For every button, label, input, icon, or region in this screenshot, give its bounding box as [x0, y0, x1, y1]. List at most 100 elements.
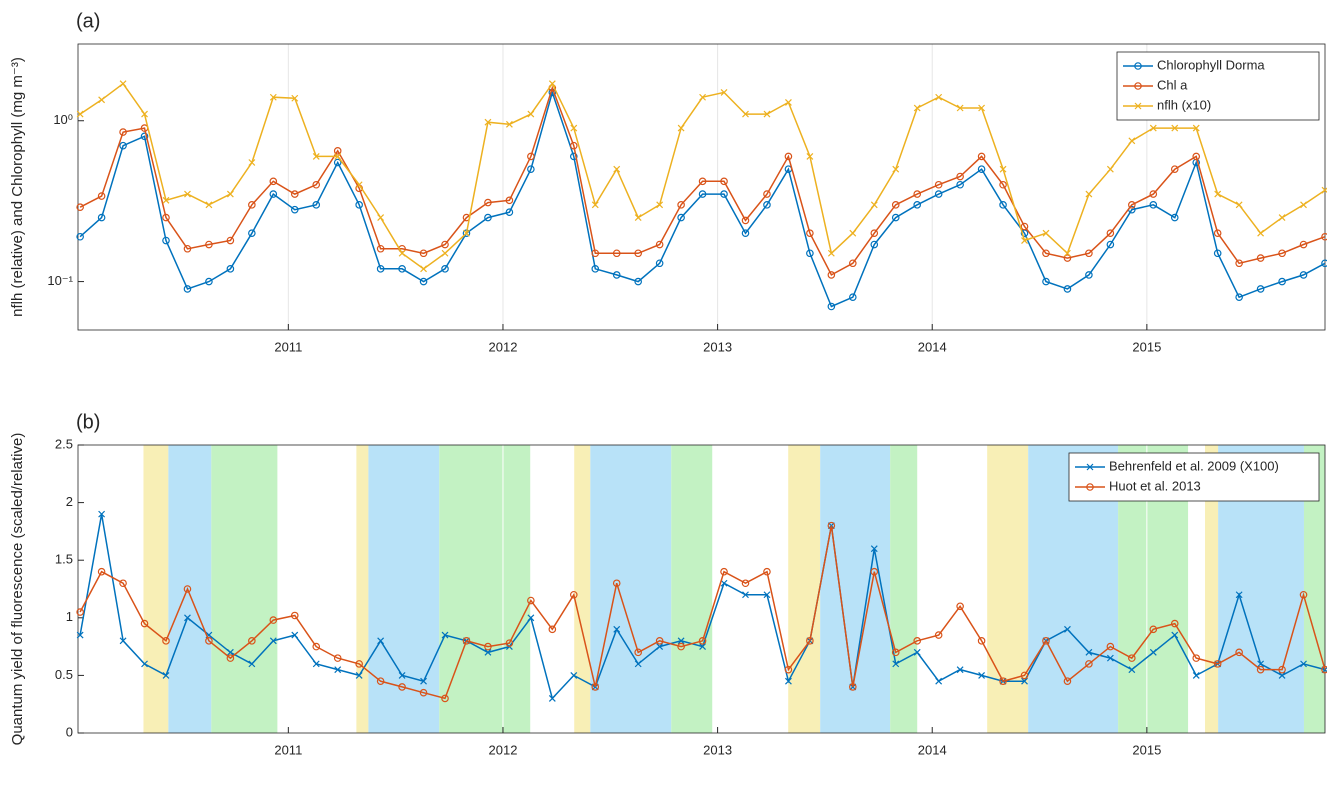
point-marker [1149, 201, 1158, 209]
point-marker [1128, 666, 1136, 674]
point-marker [548, 695, 556, 702]
point-marker [141, 110, 148, 118]
y-tick-label: 2 [66, 494, 73, 509]
point-marker [1192, 124, 1200, 132]
point-marker [1235, 648, 1243, 657]
point-marker [183, 285, 192, 293]
point-marker [1063, 677, 1072, 685]
point-marker [205, 240, 213, 249]
point-marker [505, 120, 513, 128]
point-marker [248, 660, 256, 668]
point-marker [1321, 665, 1327, 674]
point-marker [312, 152, 320, 160]
point-marker [1149, 124, 1157, 132]
point-marker [763, 110, 771, 118]
x-tick-label: 2015 [1132, 339, 1161, 354]
legend-marker [1134, 102, 1142, 110]
point-marker [570, 671, 578, 679]
legend-label: nflh (x10) [1157, 97, 1211, 112]
y-tick-label: 1 [66, 609, 73, 624]
point-marker [290, 190, 299, 198]
legend-marker [1086, 463, 1094, 471]
point-marker [1192, 671, 1200, 679]
x-tick-label: 2012 [489, 742, 518, 757]
x-tick-label: 2011 [274, 742, 302, 757]
point-marker [441, 240, 449, 249]
point-marker [162, 213, 170, 222]
point-marker [870, 201, 878, 209]
point-marker [849, 293, 857, 301]
point-marker [785, 98, 792, 106]
point-marker [248, 637, 256, 645]
point-marker [312, 660, 320, 668]
point-marker [1128, 201, 1136, 209]
point-marker [1106, 654, 1114, 662]
point-marker [806, 249, 814, 258]
point-marker [655, 637, 664, 645]
point-marker [1213, 249, 1222, 258]
point-marker [742, 110, 749, 118]
point-marker [698, 190, 707, 198]
point-marker [1299, 271, 1308, 279]
point-marker [1278, 671, 1286, 679]
season-band [890, 445, 918, 733]
legend-box [1068, 452, 1320, 502]
point-marker [1300, 201, 1307, 209]
point-marker [183, 244, 192, 253]
point-marker [1278, 277, 1286, 286]
point-marker [1321, 259, 1327, 268]
point-marker [591, 201, 599, 209]
point-marker [76, 203, 84, 212]
point-marker [1106, 240, 1115, 249]
point-marker [1171, 124, 1179, 132]
point-marker [484, 198, 492, 207]
point-marker [419, 277, 428, 286]
point-marker [870, 240, 879, 249]
point-marker [806, 152, 814, 160]
point-marker [162, 196, 170, 204]
point-marker [634, 249, 642, 258]
legend-marker [1086, 483, 1094, 491]
point-marker [698, 637, 707, 645]
point-marker [720, 579, 728, 587]
point-marker [913, 637, 922, 645]
point-marker [634, 214, 642, 222]
point-marker [355, 181, 363, 189]
series-line [79, 89, 1326, 308]
point-marker [1299, 240, 1308, 249]
point-marker [184, 190, 191, 198]
point-marker [999, 201, 1007, 209]
y-axis-label: Quantum yield of fluorescence (scaled/re… [9, 433, 26, 746]
point-marker [505, 196, 514, 205]
point-marker [891, 213, 900, 222]
season-band [356, 445, 369, 733]
y-tick-label: 10⁻¹ [47, 273, 73, 288]
point-marker [677, 213, 685, 222]
point-marker [141, 660, 148, 668]
point-marker [441, 265, 449, 273]
point-marker [97, 213, 106, 222]
point-marker [355, 671, 363, 679]
point-marker [527, 614, 535, 622]
point-marker [1192, 654, 1201, 662]
point-marker [784, 152, 793, 161]
point-marker [355, 201, 363, 209]
point-marker [291, 94, 299, 102]
point-marker [419, 249, 428, 258]
point-marker [1170, 619, 1179, 628]
y-tick-label: 0 [66, 724, 73, 739]
point-marker [978, 104, 986, 112]
series-line [79, 85, 1326, 276]
point-marker [248, 159, 256, 166]
panel-label: (a) [76, 10, 100, 32]
point-marker [98, 96, 106, 104]
point-marker [376, 677, 385, 685]
x-tick-label: 2012 [489, 339, 518, 354]
point-marker [1042, 249, 1050, 258]
point-marker [935, 677, 943, 685]
point-marker [634, 277, 642, 286]
point-marker [76, 608, 84, 616]
point-marker [1021, 237, 1028, 244]
point-marker [569, 590, 578, 599]
